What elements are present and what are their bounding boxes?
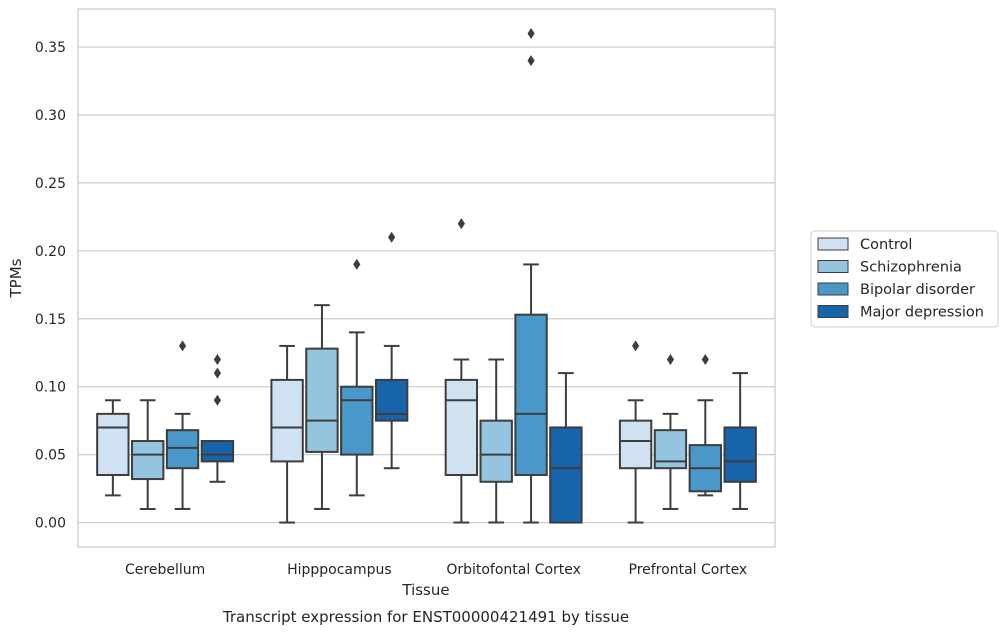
legend-swatch: [817, 260, 849, 273]
y-tick-label: 0.20: [35, 244, 66, 260]
legend-swatch: [817, 282, 849, 296]
box-major-depression: [200, 354, 235, 483]
x-tick-label: Cerebellum: [125, 562, 205, 578]
chart-caption: Transcript expression for ENST0000042149…: [222, 608, 629, 626]
box-plot-series: [96, 27, 757, 524]
outlier-point: [527, 27, 535, 39]
iqr-box: [514, 313, 548, 476]
y-tick-label: 0.25: [35, 176, 66, 192]
outlier-point: [213, 394, 221, 406]
box-control: [96, 399, 130, 497]
legend-label: Schizophrenia: [860, 260, 962, 276]
outlier-point: [213, 354, 221, 366]
box-major-depression: [549, 372, 583, 524]
outlier-point: [353, 258, 361, 270]
x-tick-label: Prefrontal Cortex: [629, 562, 748, 578]
legend-item: Major depression: [817, 305, 984, 321]
iqr-box: [131, 440, 165, 481]
y-tick-label: 0.30: [35, 108, 66, 124]
box-control: [444, 218, 479, 524]
x-tick-label: Hipppocampus: [287, 562, 392, 578]
y-axis-label: TPMs: [7, 258, 25, 298]
iqr-box: [549, 426, 583, 524]
x-tick-label: Orbitofontal Cortex: [446, 562, 581, 578]
box-control: [618, 340, 653, 524]
iqr-box: [340, 385, 374, 456]
iqr-box: [305, 347, 339, 453]
iqr-box: [200, 440, 235, 463]
legend-swatch: [817, 305, 849, 318]
legend-item: Control: [817, 237, 912, 253]
legend-item: Bipolar disorder: [817, 282, 975, 298]
legend-item: Schizophrenia: [817, 260, 962, 276]
iqr-box: [165, 429, 200, 470]
outlier-point: [701, 354, 709, 366]
box-major-depression: [723, 372, 757, 510]
box-bipolar-disorder: [688, 354, 722, 497]
plot-frame: [77, 8, 776, 548]
legend-frame: [810, 230, 999, 328]
iqr-box: [96, 412, 130, 476]
legend-label: Major depression: [860, 305, 984, 321]
legend: Control Schizophrenia Bipolar disorder Majo…: [810, 230, 999, 328]
outlier-point: [213, 367, 221, 379]
legend-label: Bipolar disorder: [860, 282, 975, 298]
y-tick-label: 0.15: [35, 312, 66, 328]
box-bipolar-disorder: [514, 27, 548, 524]
y-axis-ticks: 0.00 0.05 0.10 0.15 0.20 0.25 0.30 0.35: [35, 40, 66, 532]
outlier-point: [527, 55, 535, 67]
y-tick-label: 0.10: [35, 380, 66, 396]
y-tick-label: 0.05: [35, 448, 66, 464]
box-schizophrenia: [131, 399, 165, 510]
box-schizophrenia: [305, 304, 339, 510]
box-bipolar-disorder: [165, 340, 200, 510]
legend-swatch: [817, 237, 849, 251]
x-axis-ticks: Cerebellum Hipppocampus Orbitofontal Corte…: [125, 562, 747, 578]
outlier-point: [178, 340, 187, 352]
box-schizophrenia: [653, 354, 688, 510]
y-tick-label: 0.35: [35, 40, 66, 56]
y-tick-label: 0.00: [35, 516, 66, 532]
outlier-point: [632, 340, 640, 352]
iqr-box: [618, 419, 653, 470]
iqr-box: [723, 426, 757, 483]
box-control: [270, 344, 304, 524]
iqr-box: [653, 429, 688, 470]
iqr-box: [444, 378, 479, 476]
box-major-depression: [374, 231, 409, 470]
x-axis-label: Tissue: [401, 581, 449, 599]
iqr-box: [270, 378, 304, 463]
outlier-point: [388, 231, 396, 243]
box-schizophrenia: [479, 358, 513, 524]
legend-label: Control: [860, 237, 912, 253]
box-bipolar-disorder: [340, 258, 374, 497]
iqr-box: [479, 419, 513, 483]
outlier-point: [457, 218, 465, 230]
outlier-point: [666, 354, 675, 366]
